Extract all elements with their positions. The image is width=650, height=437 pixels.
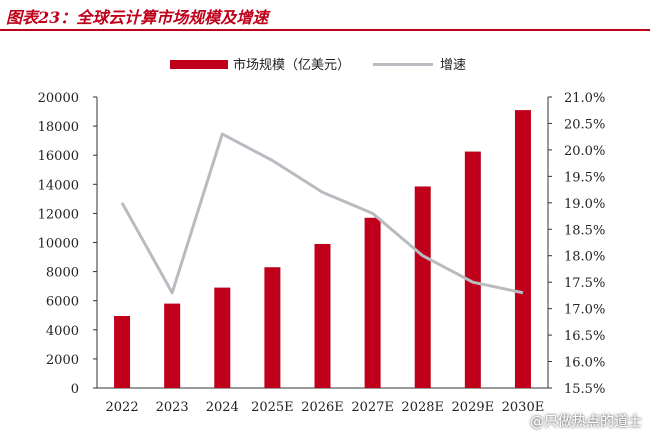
x-axis-ticks: 2022 2023 2024 2025E 2026E 2027E 2028E 2029E 203… (106, 400, 545, 415)
bar-2028E (414, 186, 431, 388)
y-right-tick-label: 20.0% (564, 144, 605, 159)
legend-bar-label: 市场规模（亿美元） (233, 57, 350, 73)
bar-2029E (464, 151, 481, 388)
x-tick-label-2022: 2022 (106, 400, 139, 415)
bar-2027E (364, 217, 381, 388)
y-right-tick-label: 18.5% (564, 223, 605, 238)
y-right-tick-label: 19.0% (564, 197, 605, 212)
bar-2026E (314, 243, 331, 388)
y-left-tick-label: 18000 (38, 120, 79, 135)
y-right-tick-label: 15.5% (564, 382, 605, 397)
x-tick-label-2028E: 2028E (401, 400, 444, 415)
bar-series (114, 110, 531, 388)
chart-title: 图表23：全球云计算市场规模及增速 (6, 8, 269, 27)
legend-line-label: 增速 (440, 58, 466, 73)
y-right-tick-label: 17.0% (564, 303, 605, 318)
x-tick-label-2027E: 2027E (351, 400, 394, 415)
legend: 市场规模（亿美元） 增速 (170, 57, 466, 73)
title-divider (0, 29, 650, 31)
y-right-tick-label: 19.5% (564, 170, 605, 185)
y-left-tick-label: 12000 (38, 207, 79, 222)
y-right-tick-label: 21.0% (564, 91, 605, 106)
bar-2030E (514, 110, 531, 388)
y-right-tick-label: 20.5% (564, 117, 605, 132)
x-tick-label-2030E: 2030E (502, 400, 545, 415)
y-left-tick-label: 14000 (38, 178, 79, 193)
y-left-tick-label: 2000 (46, 353, 79, 368)
y-left-tick-label: 20000 (38, 91, 79, 106)
y-right-tick-label: 16.5% (564, 329, 605, 344)
x-tick-label-2025E: 2025E (251, 400, 294, 415)
x-tick-label-2029E: 2029E (452, 400, 495, 415)
y-left-tick-label: 10000 (38, 237, 79, 252)
y-right-tick-label: 17.5% (564, 276, 605, 291)
y-right-tick-label: 16.0% (564, 356, 605, 371)
growth-line (120, 132, 524, 295)
y-right-ticks: 15.5% 16.0% 16.5% 17.0% 17.5% 18.0% 18.5% 19.0%… (548, 91, 605, 397)
legend-bar-swatch (170, 60, 228, 69)
y-left-tick-label: 0 (71, 382, 79, 397)
y-left-tick-label: 4000 (46, 324, 79, 339)
title-bar: 图表23：全球云计算市场规模及增速 (0, 0, 650, 31)
x-tick-label-2023: 2023 (156, 400, 189, 415)
bar-2022 (114, 315, 131, 388)
bar-2025E (264, 267, 281, 388)
bar-2023 (164, 303, 181, 388)
y-right-tick-label: 18.0% (564, 250, 605, 265)
x-tick-label-2024: 2024 (206, 400, 239, 415)
y-left-tick-label: 6000 (46, 295, 79, 310)
watermark: @只做热点的道士 (530, 414, 642, 430)
y-left-tick-label: 16000 (38, 149, 79, 164)
y-left-ticks: 0 2000 4000 6000 8000 10000 12000 14000 16000 180… (38, 91, 97, 397)
bar-2024 (214, 287, 231, 388)
growth-line-series (120, 132, 524, 295)
x-tick-label-2026E: 2026E (301, 400, 344, 415)
y-left-tick-label: 8000 (46, 266, 79, 281)
